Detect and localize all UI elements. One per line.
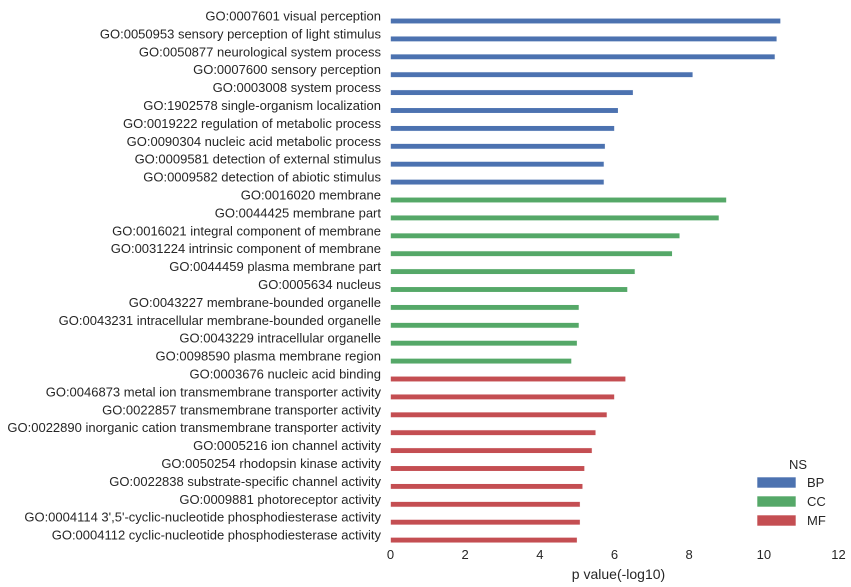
bar (390, 179, 605, 186)
legend-label: BP (807, 475, 824, 490)
legend-swatch (756, 476, 797, 489)
category-label: GO:0005634 nucleus (258, 277, 381, 292)
bar (390, 537, 578, 544)
category-label: GO:0022838 substrate-specific channel ac… (109, 474, 381, 489)
category-label: GO:0016020 membrane (241, 188, 381, 203)
x-tick-label: 6 (611, 547, 618, 562)
bar (390, 250, 673, 257)
bar (390, 465, 585, 472)
bar (390, 304, 580, 311)
category-label: GO:0007600 sensory perception (193, 62, 381, 77)
category-label: GO:0090304 nucleic acid metabolic proces… (127, 134, 382, 149)
legend-title: NS (789, 457, 807, 472)
x-tick-label: 10 (757, 547, 771, 562)
category-label: GO:0003008 system process (213, 80, 382, 95)
category-label: GO:0004114 3',5'-cyclic-nucleotide phosp… (24, 510, 381, 525)
bar (390, 35, 778, 42)
x-tick-label: 0 (387, 547, 394, 562)
bar (390, 286, 628, 293)
category-label: GO:0005216 ion channel activity (193, 438, 381, 453)
bar (390, 519, 581, 526)
legend-entries: BP CC MF (756, 475, 826, 528)
x-tick-label: 12 (831, 547, 845, 562)
bar (390, 53, 776, 60)
x-axis-title: p value(-log10) (572, 566, 665, 582)
category-label: GO:0044425 membrane part (215, 205, 382, 220)
bar (390, 429, 597, 436)
category-label: GO:0022890 inorganic cation transmembran… (7, 420, 381, 435)
category-label: GO:0098590 plasma membrane region (156, 349, 381, 364)
category-label: GO:0016021 integral component of membran… (112, 223, 381, 238)
bar (390, 393, 615, 400)
category-label: GO:0046873 metal ion transmembrane trans… (46, 384, 382, 399)
category-label: GO:0009582 detection of abiotic stimulus (143, 170, 381, 185)
x-tick-label: 4 (536, 547, 543, 562)
category-label: GO:0009881 photoreceptor activity (179, 492, 381, 507)
bar (390, 268, 636, 275)
category-labels: GO:0007601 visual perception GO:0050953 s… (7, 9, 381, 543)
bar (390, 483, 584, 490)
category-label: GO:0050953 sensory perception of light s… (100, 26, 382, 41)
bar (390, 501, 581, 508)
category-label: GO:0050877 neurological system process (139, 44, 382, 59)
category-label: GO:0007601 visual perception (205, 9, 381, 24)
legend-swatch (756, 514, 797, 527)
bar (390, 107, 619, 114)
bar (390, 89, 634, 96)
bar (390, 71, 694, 78)
bar (390, 232, 681, 239)
category-label: GO:0043229 intracellular organelle (179, 331, 381, 346)
bar (390, 214, 720, 221)
x-tick-label: 2 (462, 547, 469, 562)
category-label: GO:1902578 single-organism localization (143, 98, 381, 113)
legend: NS BP CC MF (756, 457, 826, 528)
bars-layer (390, 17, 781, 544)
category-label: GO:0004112 cyclic-nucleotide phosphodies… (52, 528, 382, 543)
x-tick-label: 8 (686, 547, 693, 562)
bar (390, 196, 727, 204)
category-label: GO:0003676 nucleic acid binding (189, 367, 381, 382)
legend-label: MF (807, 513, 826, 528)
legend-swatch (756, 495, 797, 508)
category-label: GO:0031224 intrinsic component of membra… (111, 241, 381, 256)
category-label: GO:0043227 membrane-bounded organelle (129, 295, 381, 310)
category-label: GO:0019222 regulation of metabolic proce… (123, 116, 381, 131)
x-axis: 0 2 4 6 8 10 12 (387, 547, 846, 562)
bar (390, 125, 615, 132)
bar (390, 375, 626, 383)
category-label: GO:0043231 intracellular membrane-bounde… (59, 313, 381, 328)
bar (390, 411, 608, 418)
bar (390, 161, 605, 168)
bar (390, 447, 593, 454)
category-label: GO:0044459 plasma membrane part (169, 259, 381, 274)
legend-label: CC (807, 494, 826, 509)
bar (390, 358, 572, 365)
bar (390, 143, 606, 150)
category-label: GO:0050254 rhodopsin kinase activity (161, 456, 381, 471)
bar (390, 340, 578, 347)
category-label: GO:0022857 transmembrane transporter act… (102, 402, 381, 417)
bar (390, 322, 580, 329)
bar (390, 17, 781, 25)
category-label: GO:0009581 detection of external stimulu… (135, 152, 382, 167)
